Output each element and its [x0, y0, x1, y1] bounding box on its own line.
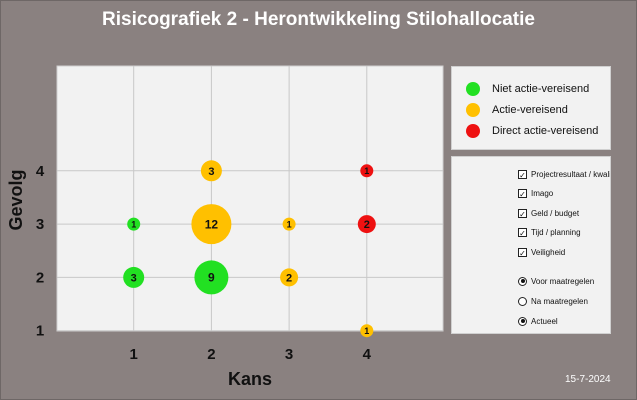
- filter-checkbox-row[interactable]: ✓ Tijd / planning: [518, 226, 581, 240]
- bubble-count-label: 12: [205, 217, 219, 231]
- radio-label: Voor maatregelen: [531, 276, 595, 286]
- legend-swatch: [466, 103, 480, 117]
- checkbox-label: Tijd / planning: [531, 228, 581, 237]
- filter-checkbox-row[interactable]: ✓ Projectresultaat / kwaliteit: [518, 167, 610, 181]
- x-ticks: 1 2 3 4: [130, 346, 372, 363]
- bubble[interactable]: [200, 160, 222, 182]
- x-tick-label: 2: [207, 346, 215, 363]
- filter-checkbox-row[interactable]: ✓ Imago: [518, 187, 553, 201]
- date-label: 15-7-2024: [565, 374, 611, 385]
- radio-label: Actueel: [531, 316, 558, 326]
- bubble-count-label: 1: [287, 219, 292, 229]
- bubble-count-label: 3: [131, 272, 137, 284]
- filter-checkbox-row[interactable]: ✓ Geld / budget: [518, 206, 579, 220]
- legend-item: Direct actie-vereisend: [466, 121, 598, 141]
- legend-label: Direct actie-vereisend: [492, 125, 599, 137]
- bubble[interactable]: [191, 204, 232, 245]
- bubble[interactable]: [194, 260, 229, 295]
- checkbox-label: Veiligheid: [531, 247, 566, 257]
- y-tick-label: 4: [36, 163, 45, 180]
- plot-area: [56, 65, 444, 332]
- chart-title: Risicografiek 2 - Herontwikkeling Stiloh…: [102, 9, 535, 30]
- legend-item: Actie-vereisend: [466, 100, 568, 120]
- filter-radio-row[interactable]: Voor maatregelen: [518, 274, 594, 288]
- radio-icon[interactable]: [518, 276, 527, 286]
- filter-radio-row[interactable]: Actueel: [518, 314, 558, 328]
- bubble-count-label: 2: [286, 272, 292, 284]
- x-axis-label: Kans: [228, 369, 272, 389]
- x-tick-label: 3: [285, 346, 293, 363]
- checkbox-icon[interactable]: ✓: [518, 208, 527, 219]
- filter-radio-row[interactable]: Na maatregelen: [518, 294, 588, 308]
- y-tick-label: 3: [36, 216, 44, 233]
- bubble[interactable]: [123, 266, 145, 288]
- x-tick-label: 4: [363, 346, 372, 363]
- bubble-count-label: 2: [364, 219, 370, 231]
- bubble[interactable]: [282, 217, 296, 231]
- bubble-count-label: 3: [208, 166, 214, 178]
- bubble-count-label: 1: [364, 326, 369, 336]
- checkbox-icon[interactable]: ✓: [518, 228, 527, 238]
- checkbox-label: Imago: [531, 189, 554, 198]
- checkbox-icon[interactable]: ✓: [518, 189, 527, 199]
- checkbox-icon[interactable]: ✓: [518, 169, 527, 180]
- y-axis-label: Gevolg: [6, 169, 26, 230]
- x-tick-label: 1: [130, 346, 138, 363]
- bubble-count-label: 9: [208, 271, 215, 285]
- filter-panel: ✓ Projectresultaat / kwaliteit ✓ Imago ✓ Geld…: [451, 156, 611, 334]
- radio-label: Na maatregelen: [531, 296, 588, 306]
- y-tick-label: 1: [36, 323, 44, 340]
- radio-icon[interactable]: [518, 296, 527, 306]
- bubble[interactable]: [280, 268, 299, 287]
- bubble[interactable]: [127, 217, 141, 231]
- checkbox-label: Projectresultaat / kwaliteit: [531, 169, 610, 179]
- bubble[interactable]: [357, 215, 376, 234]
- radio-icon[interactable]: [518, 316, 527, 326]
- filter-checkbox-row[interactable]: ✓ Veiligheid: [518, 245, 565, 259]
- legend-swatch: [466, 124, 480, 138]
- y-ticks: 1 2 3 4: [36, 163, 45, 340]
- bubble[interactable]: [360, 324, 374, 338]
- legend: Niet actie-vereisend Actie-vereisend Direc…: [451, 66, 611, 150]
- bubble[interactable]: [360, 164, 374, 178]
- checkbox-label: Geld / budget: [531, 208, 580, 218]
- bubble-count-label: 1: [364, 166, 369, 176]
- y-tick-label: 2: [36, 269, 44, 286]
- legend-label: Niet actie-vereisend: [492, 83, 590, 95]
- legend-label: Actie-vereisend: [492, 104, 568, 116]
- legend-item: Niet actie-vereisend: [466, 79, 589, 99]
- checkbox-icon[interactable]: ✓: [518, 247, 527, 258]
- bubble-count-label: 1: [131, 219, 136, 229]
- legend-swatch: [466, 82, 480, 96]
